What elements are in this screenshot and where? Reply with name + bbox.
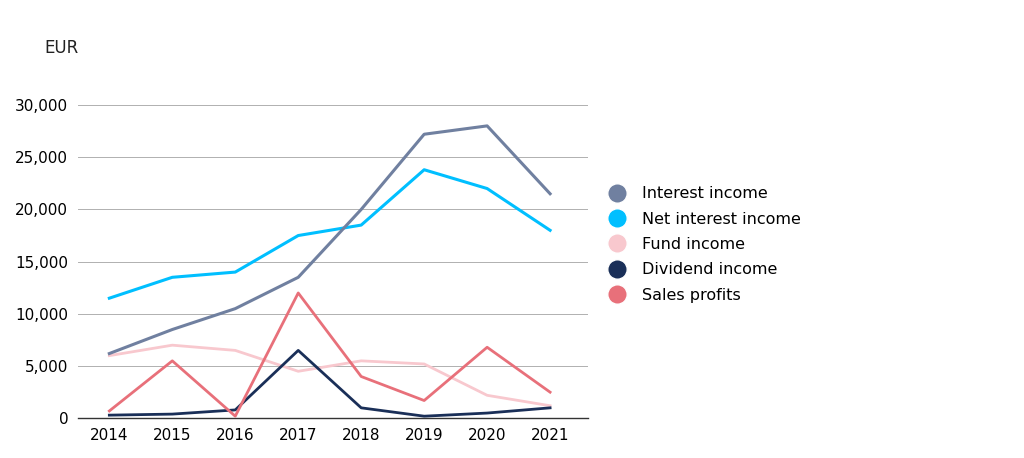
- Text: EUR: EUR: [45, 39, 79, 57]
- Legend: Interest income, Net interest income, Fund income, Dividend income, Sales profit: Interest income, Net interest income, Fu…: [601, 186, 802, 303]
